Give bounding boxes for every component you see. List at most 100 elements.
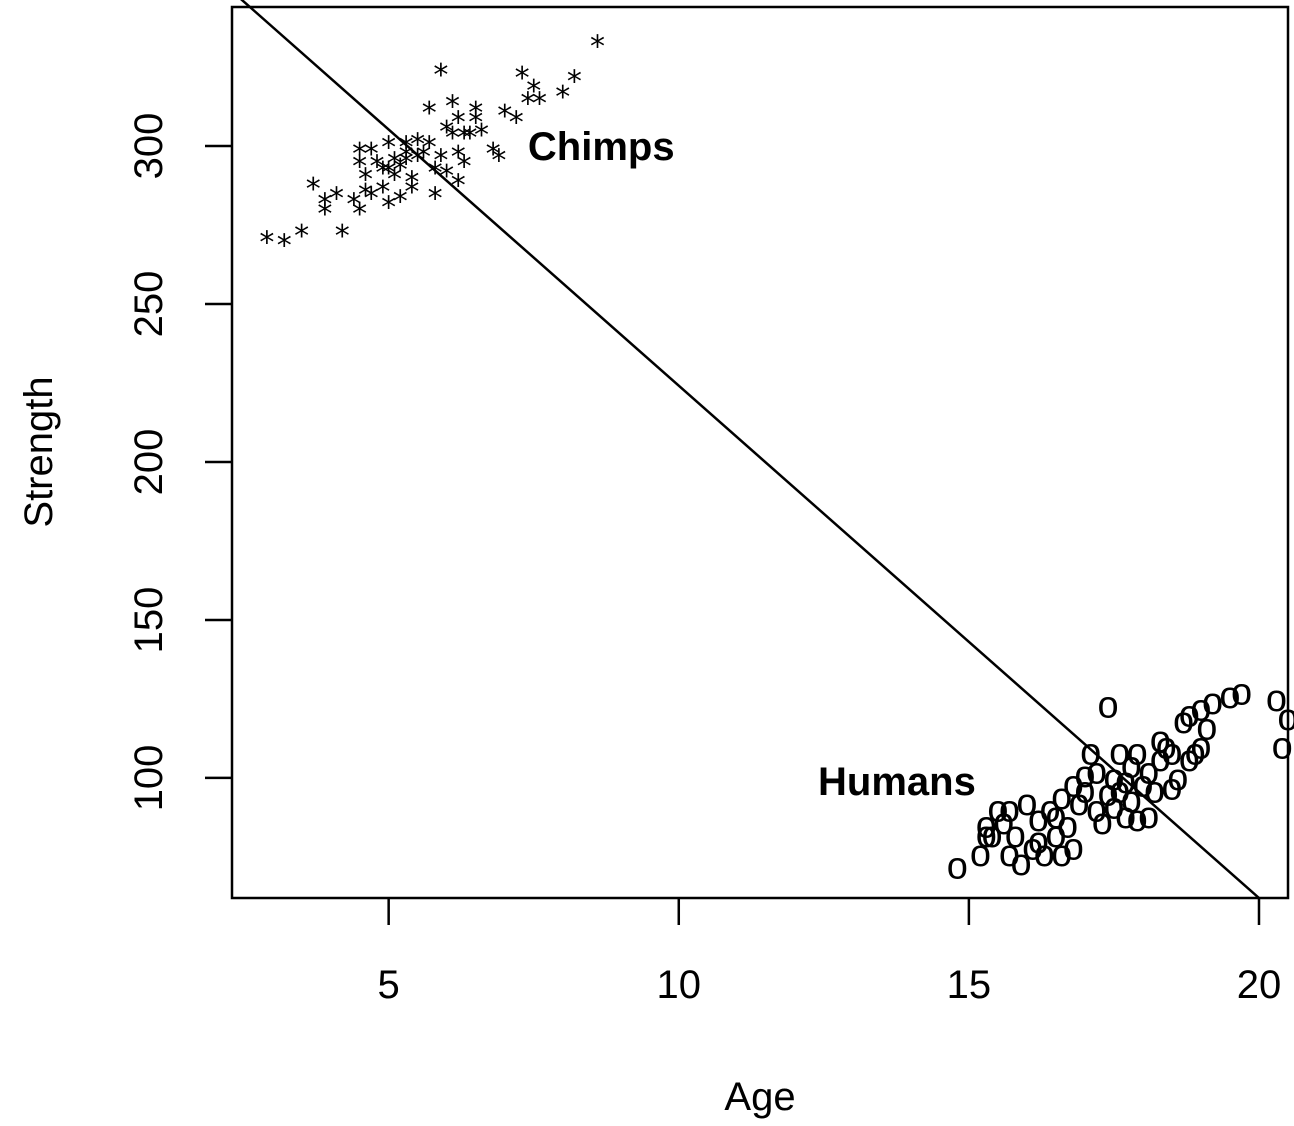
human-point: o (1063, 826, 1084, 868)
y-tick-label: 300 (127, 113, 171, 180)
human-point: o (1098, 684, 1119, 726)
human-point: o (1121, 744, 1142, 786)
chimp-point: * (364, 137, 379, 172)
chimp-point: * (462, 121, 477, 156)
chimp-point: * (410, 128, 425, 163)
human-point: o (1272, 725, 1293, 767)
x-tick-label: 10 (657, 963, 702, 1007)
chimp-point: * (404, 175, 419, 210)
chimp-point: * (439, 115, 454, 150)
human-point: o (1022, 826, 1043, 868)
chimp-point: * (317, 188, 332, 223)
human-point: o (1109, 732, 1130, 774)
chimp-point: * (381, 131, 396, 166)
x-tick-label: 5 (378, 963, 400, 1007)
human-point: o (1127, 732, 1148, 774)
human-point: o (999, 789, 1020, 831)
chimp-point: * (468, 105, 483, 140)
chimp-point: * (381, 156, 396, 191)
human-point: o (1161, 766, 1182, 808)
human-point: o (976, 814, 997, 856)
human-point: o (947, 845, 968, 887)
human-point: o (1045, 795, 1066, 837)
human-point: o (1277, 697, 1294, 739)
y-axis-label: Strength (17, 376, 61, 527)
human-point: o (1132, 763, 1153, 805)
chimp-point: * (370, 150, 385, 185)
chimp-point: * (329, 181, 344, 216)
chimp-point: * (509, 105, 524, 140)
human-point: o (1115, 795, 1136, 837)
chimp-point: * (399, 147, 414, 182)
chimp-point: * (387, 162, 402, 197)
human-point: o (987, 789, 1008, 831)
human-point: o (1144, 770, 1165, 812)
chimp-point: * (491, 143, 506, 178)
human-point: o (1161, 732, 1182, 774)
human-point: o (1074, 770, 1095, 812)
human-point: o (1086, 751, 1107, 793)
chimp-point: * (410, 143, 425, 178)
chimp-point: * (433, 58, 448, 93)
chimp-point: * (277, 229, 292, 264)
chimp-point: * (497, 99, 512, 134)
chimp-point: * (555, 80, 570, 115)
plot-frame (230, 5, 1290, 900)
human-point: o (1150, 738, 1171, 780)
chimp-point: * (457, 121, 472, 156)
human-point: o (1150, 719, 1171, 761)
human-point: o (1115, 760, 1136, 802)
chimp-point: * (294, 219, 309, 254)
human-point: o (1190, 687, 1211, 729)
chimp-point: * (526, 74, 541, 109)
chimp-point: * (468, 96, 483, 131)
chimp-point: * (352, 137, 367, 172)
chimp-point: * (428, 181, 443, 216)
human-point: o (1185, 732, 1206, 774)
human-point: o (1121, 779, 1142, 821)
human-point: o (1011, 842, 1032, 884)
chimp-point: * (352, 197, 367, 232)
y-tick-label: 250 (127, 271, 171, 338)
human-point: o (1103, 785, 1124, 827)
human-point: o (1074, 754, 1095, 796)
chimp-point: * (306, 172, 321, 207)
x-tick-label: 15 (947, 963, 992, 1007)
y-tick-label: 100 (127, 745, 171, 812)
regression-line (240, 0, 1260, 899)
human-point: o (1069, 782, 1090, 824)
chimp-point: * (451, 169, 466, 204)
fit-line-layer (240, 0, 1260, 899)
human-point: o (993, 801, 1014, 843)
chimp-point: * (317, 197, 332, 232)
human-point: o (1173, 700, 1194, 742)
human-point: o (1098, 773, 1119, 815)
chimp-point: * (358, 162, 373, 197)
chimp-point: * (433, 143, 448, 178)
human-point: o (1057, 804, 1078, 846)
human-point: o (1266, 678, 1287, 720)
human-point: o (1092, 801, 1113, 843)
chimp-point: * (567, 64, 582, 99)
human-point: o (1231, 672, 1252, 714)
chimp-point: * (590, 30, 605, 65)
chimp-point: * (399, 131, 414, 166)
human-point: o (1138, 795, 1159, 837)
chimp-point: * (439, 159, 454, 194)
chimp-point: * (404, 165, 419, 200)
x-axis-label: Age (724, 1075, 795, 1119)
chimp-point: * (457, 150, 472, 185)
chimp-point: * (346, 188, 361, 223)
human-point: o (1179, 694, 1200, 736)
chimp-point: * (451, 140, 466, 175)
chimp-point: * (399, 140, 414, 175)
human-point: o (1127, 798, 1148, 840)
chimp-point: * (352, 150, 367, 185)
x-tick-label: 20 (1237, 963, 1282, 1007)
chimp-point: * (358, 178, 373, 213)
chimp-point: * (422, 131, 437, 166)
chimp-point: * (381, 191, 396, 226)
chimp-point: * (393, 153, 408, 188)
human-point: o (1028, 798, 1049, 840)
